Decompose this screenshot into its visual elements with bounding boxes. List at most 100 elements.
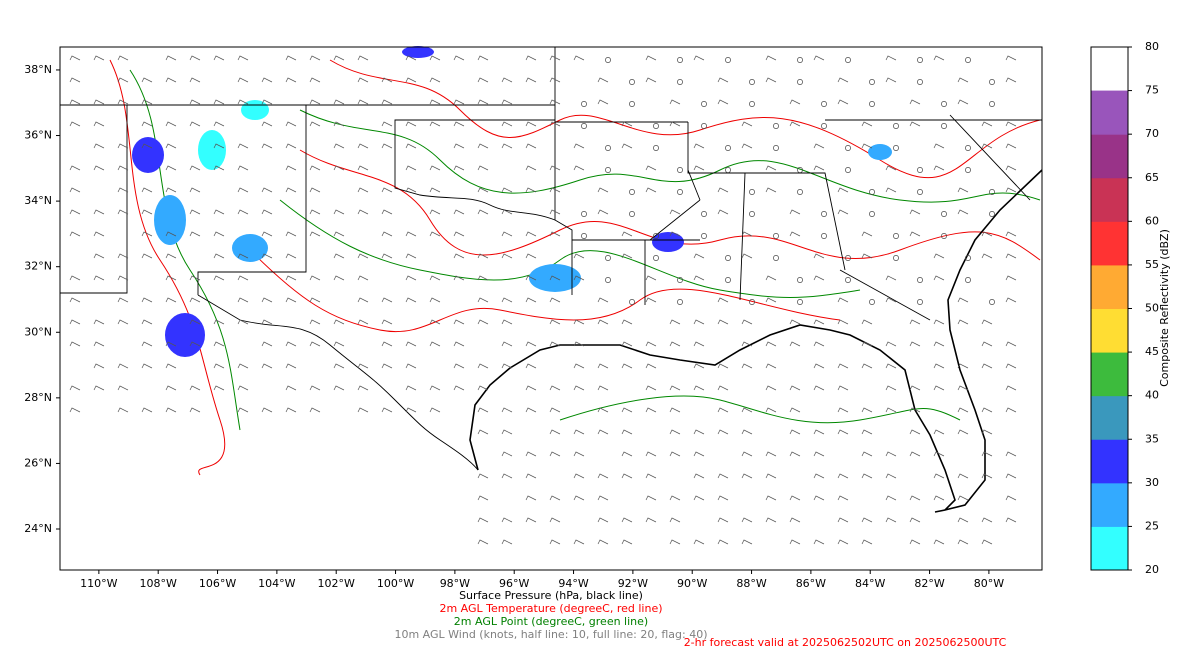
wind-barb xyxy=(837,99,849,105)
wind-barb xyxy=(1005,121,1017,127)
wind-barb xyxy=(189,121,201,127)
wind-barb xyxy=(549,517,561,523)
calm-wind xyxy=(821,211,827,217)
wind-barb xyxy=(621,231,633,237)
wind-barb xyxy=(813,55,825,61)
calm-wind xyxy=(893,255,899,261)
wind-barb xyxy=(525,165,537,171)
wind-barb xyxy=(93,165,105,171)
wind-barb xyxy=(405,297,417,303)
wind-barb xyxy=(381,341,393,347)
wind-barb xyxy=(525,187,537,193)
wind-barb xyxy=(237,385,249,391)
wind-barb xyxy=(405,55,417,61)
wind-barb xyxy=(93,253,105,259)
calm-wind xyxy=(893,145,899,151)
calm-wind xyxy=(869,211,875,217)
wind-barb xyxy=(549,341,561,347)
wind-barb xyxy=(765,341,777,347)
wind-barb xyxy=(789,121,801,127)
x-tick-label: 106°W xyxy=(199,577,236,590)
wind-barb xyxy=(981,451,993,457)
wind-barb xyxy=(261,121,273,127)
calm-wind xyxy=(941,101,947,107)
wind-barb xyxy=(645,363,657,369)
wind-barb xyxy=(309,121,321,127)
wind-barb xyxy=(189,55,201,61)
wind-barb xyxy=(669,231,681,237)
wind-barb xyxy=(429,341,441,347)
wind-barb xyxy=(357,407,369,413)
wind-barb xyxy=(765,363,777,369)
wind-barb xyxy=(573,275,585,281)
wind-barb xyxy=(429,319,441,325)
x-tick-label: 80°W xyxy=(974,577,1004,590)
wind-barb xyxy=(309,99,321,105)
wind-barb xyxy=(141,209,153,215)
wind-barb xyxy=(861,473,873,479)
wind-barb xyxy=(477,539,489,545)
storm-cell xyxy=(165,313,205,357)
wind-barb xyxy=(285,121,297,127)
calm-wind xyxy=(845,255,851,261)
wind-barb xyxy=(477,209,489,215)
wind-barb xyxy=(189,407,201,413)
wind-barb xyxy=(717,77,729,83)
calm-wind xyxy=(917,57,923,63)
calm-wind xyxy=(677,277,683,283)
wind-barb xyxy=(693,319,705,325)
wind-barb xyxy=(861,341,873,347)
caption: Surface Pressure (hPa, black line) xyxy=(459,589,643,602)
wind-barb xyxy=(477,385,489,391)
wind-barb xyxy=(405,77,417,83)
wind-barb xyxy=(165,77,177,83)
wind-barb xyxy=(549,55,561,61)
wind-barb xyxy=(885,517,897,523)
wind-barb xyxy=(717,473,729,479)
calm-wind xyxy=(749,211,755,217)
y-tick-label: 24°N xyxy=(24,522,52,535)
wind-barb xyxy=(837,363,849,369)
colorbar-segment xyxy=(1090,90,1129,135)
wind-barb xyxy=(645,77,657,83)
wind-barb xyxy=(477,143,489,149)
wind-barb xyxy=(909,429,921,435)
wind-barb xyxy=(237,275,249,281)
wind-barb xyxy=(69,187,81,193)
wind-barb xyxy=(357,187,369,193)
wind-barb xyxy=(165,341,177,347)
wind-barb xyxy=(789,209,801,215)
wind-barb xyxy=(69,165,81,171)
wind-barb xyxy=(285,407,297,413)
calm-wind xyxy=(869,101,875,107)
calm-wind xyxy=(725,277,731,283)
wind-barb xyxy=(861,429,873,435)
wind-barb xyxy=(909,319,921,325)
wind-barb xyxy=(501,451,513,457)
map-frame xyxy=(59,46,1043,571)
wind-barb xyxy=(909,495,921,501)
calm-wind xyxy=(941,211,947,217)
wind-barb xyxy=(525,385,537,391)
wind-barb xyxy=(885,77,897,83)
wind-barb xyxy=(885,407,897,413)
wind-barb xyxy=(117,209,129,215)
wind-barb xyxy=(213,121,225,127)
wind-barb xyxy=(765,517,777,523)
wind-barb xyxy=(453,319,465,325)
coastline xyxy=(469,169,1043,513)
wind-barb xyxy=(837,473,849,479)
wind-barb xyxy=(669,539,681,545)
wind-barb xyxy=(741,231,753,237)
wind-barb xyxy=(837,539,849,545)
wind-barb xyxy=(693,429,705,435)
wind-barb xyxy=(117,77,129,83)
calm-wind xyxy=(701,233,707,239)
x-tick-label: 84°W xyxy=(855,577,885,590)
wind-barb xyxy=(237,363,249,369)
wind-barb xyxy=(309,341,321,347)
wind-barb xyxy=(477,517,489,523)
wind-barb xyxy=(237,143,249,149)
wind-barb xyxy=(621,143,633,149)
wind-barb xyxy=(333,143,345,149)
